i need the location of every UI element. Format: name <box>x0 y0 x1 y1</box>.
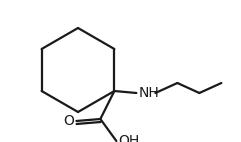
Text: O: O <box>63 114 74 128</box>
Text: NH: NH <box>138 86 159 100</box>
Text: OH: OH <box>118 134 140 142</box>
